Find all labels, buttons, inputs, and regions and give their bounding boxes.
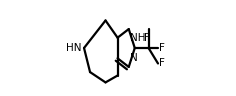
Text: F: F bbox=[144, 33, 150, 43]
Text: NH: NH bbox=[130, 33, 145, 43]
Text: N: N bbox=[130, 53, 137, 63]
Text: F: F bbox=[159, 43, 165, 53]
Text: HN: HN bbox=[66, 43, 81, 53]
Text: F: F bbox=[159, 58, 165, 68]
